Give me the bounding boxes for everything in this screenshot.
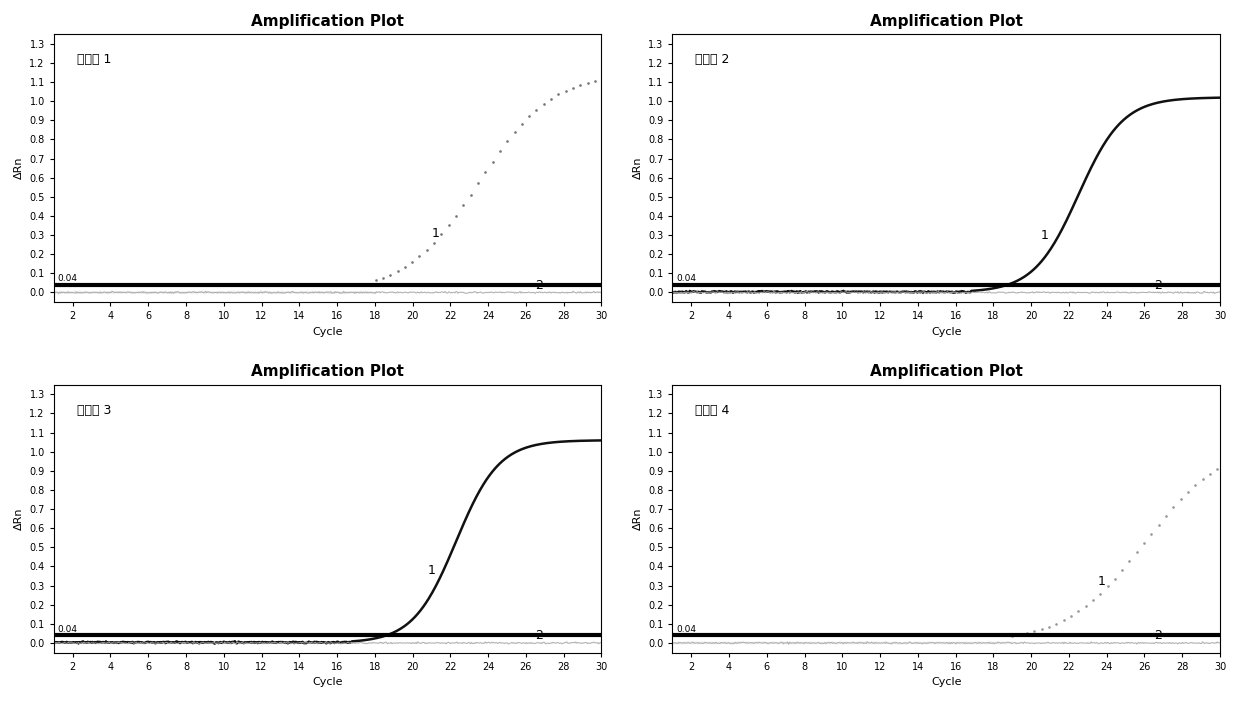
Title: Amplification Plot: Amplification Plot [869, 365, 1023, 379]
Text: 2: 2 [1154, 278, 1162, 292]
Text: 引物对 1: 引物对 1 [77, 53, 110, 67]
Text: 2: 2 [1154, 629, 1162, 642]
X-axis label: Cycle: Cycle [931, 327, 961, 336]
Title: Amplification Plot: Amplification Plot [252, 365, 404, 379]
Y-axis label: ΔRn: ΔRn [14, 508, 24, 530]
Text: 1: 1 [432, 226, 439, 240]
Y-axis label: ΔRn: ΔRn [14, 157, 24, 179]
Text: 2: 2 [536, 629, 543, 642]
Text: 1: 1 [1040, 229, 1049, 242]
X-axis label: Cycle: Cycle [312, 327, 343, 336]
Text: 0.04: 0.04 [57, 274, 78, 283]
Text: 引物对 4: 引物对 4 [696, 404, 729, 417]
Title: Amplification Plot: Amplification Plot [869, 14, 1023, 29]
Y-axis label: ΔRn: ΔRn [632, 508, 642, 530]
X-axis label: Cycle: Cycle [931, 677, 961, 687]
Text: 引物对 2: 引物对 2 [696, 53, 729, 67]
Y-axis label: ΔRn: ΔRn [632, 157, 642, 179]
Text: 2: 2 [536, 278, 543, 292]
Text: 0.04: 0.04 [676, 274, 696, 283]
Text: 1: 1 [428, 564, 435, 577]
Title: Amplification Plot: Amplification Plot [252, 14, 404, 29]
X-axis label: Cycle: Cycle [312, 677, 343, 687]
Text: 引物对 3: 引物对 3 [77, 404, 110, 417]
Text: 0.04: 0.04 [676, 625, 696, 634]
Text: 0.04: 0.04 [57, 625, 78, 634]
Text: 1: 1 [1097, 576, 1105, 588]
